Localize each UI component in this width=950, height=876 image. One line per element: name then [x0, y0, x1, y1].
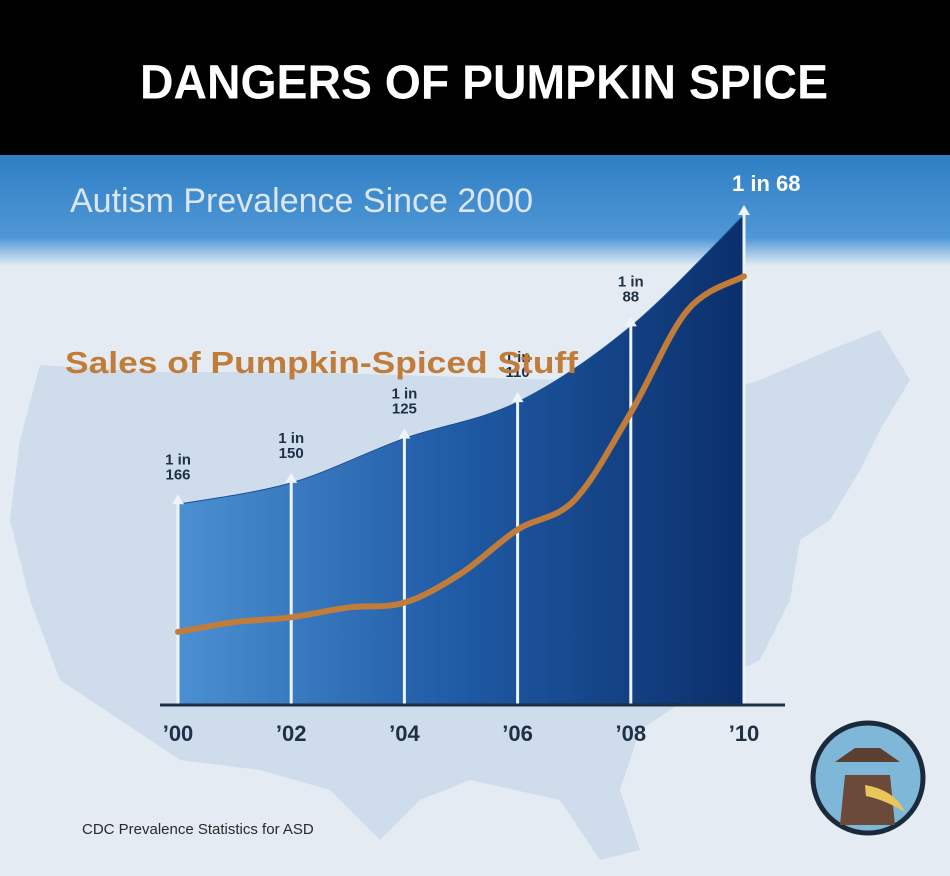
- x-tick-label: ’02: [276, 721, 307, 746]
- chart-title: Autism Prevalence Since 2000: [70, 182, 533, 220]
- value-label-line: 125: [392, 400, 417, 417]
- value-label: 1 in 125: [391, 385, 417, 417]
- avatar-hat: [835, 748, 900, 762]
- x-tick-label: ’10: [729, 721, 760, 746]
- value-label-line: 166: [165, 466, 190, 483]
- title-band: [0, 155, 950, 265]
- value-label-line: 1 in: [505, 349, 531, 366]
- value-label: 1 in 68: [732, 171, 800, 196]
- x-tick-label: ’00: [163, 721, 194, 746]
- line-series: [175, 273, 747, 635]
- arrow-head: [398, 428, 411, 439]
- arrow-head: [172, 494, 184, 505]
- avatar-body: [840, 775, 895, 825]
- arrow-head: [285, 472, 298, 483]
- area: [177, 213, 745, 706]
- arrow-head: [511, 392, 524, 403]
- x-tick-label: ’06: [502, 721, 533, 746]
- arrow-head: [738, 205, 750, 215]
- value-label-line: 150: [279, 445, 304, 462]
- value-label: 1 in 166: [165, 451, 191, 483]
- source-note: CDC Prevalence Statistics for ASD: [82, 821, 314, 838]
- avatar-beak: [865, 785, 905, 812]
- x-tick-label: ’08: [616, 721, 647, 746]
- arrow-head: [624, 316, 637, 327]
- x-tick-label: ’04: [389, 721, 420, 746]
- series-label: Sales of Pumpkin-Spiced Stuff: [65, 345, 579, 380]
- value-label: 1 in 150: [278, 430, 304, 462]
- value-label-line: 110: [505, 364, 529, 381]
- value-label-line: 1 in: [391, 385, 417, 402]
- avatar: [810, 720, 926, 836]
- value-label-line: 1 in: [165, 451, 191, 468]
- header-title: DANGERS OF PUMPKIN SPICE: [140, 57, 828, 110]
- value-label-line: 1 in: [618, 273, 644, 290]
- value-label-line: 1 in: [278, 430, 304, 447]
- value-label: 1 in 110: [505, 349, 531, 381]
- value-label: 1 in 88: [618, 273, 644, 305]
- value-label-line: 88: [622, 288, 639, 305]
- header-background: [0, 0, 950, 155]
